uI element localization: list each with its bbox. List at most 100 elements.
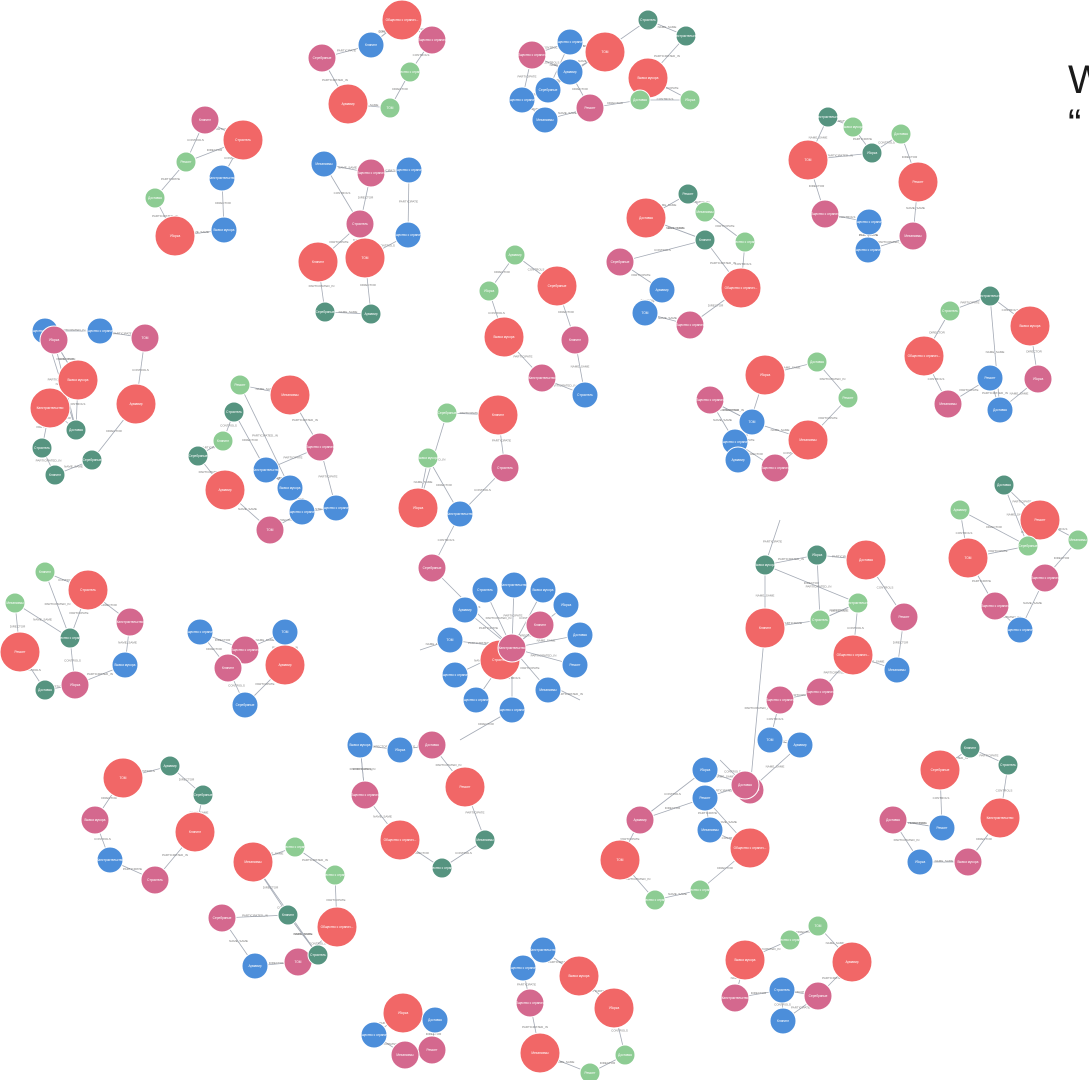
node-circle[interactable] [525,610,555,640]
graph-node[interactable]: Клининг [34,561,56,583]
node-circle[interactable] [720,267,762,309]
graph-node[interactable]: Механизмы [474,829,496,851]
graph-node[interactable]: Доставка [986,396,1014,424]
node-circle[interactable] [277,904,299,926]
node-circle[interactable] [390,1040,420,1070]
graph-node[interactable]: Общество с огранич... [516,40,549,70]
node-circle[interactable] [734,231,756,253]
node-circle[interactable] [397,487,439,529]
node-circle[interactable] [903,335,945,377]
node-circle[interactable] [519,1032,561,1074]
node-circle[interactable] [417,25,447,55]
graph-node[interactable]: Доставка [993,474,1015,496]
node-circle[interactable] [696,816,724,844]
node-circle[interactable] [444,766,486,808]
graph-node[interactable]: Капстроительство [673,25,700,47]
graph-node[interactable]: Общество с огранич... [507,954,540,982]
graph-node[interactable]: Капстроительство [208,164,236,192]
graph-node[interactable]: Вывоз мусора [842,116,864,138]
node-circle[interactable] [57,359,99,401]
node-circle[interactable] [222,119,264,161]
node-circle[interactable] [1030,563,1060,593]
graph-node[interactable]: Уборка [39,325,69,355]
node-circle[interactable] [509,954,537,982]
graph-node[interactable]: Общество с огранич... [379,819,421,861]
node-circle[interactable] [677,183,699,205]
node-circle[interactable] [979,285,1001,307]
node-circle[interactable] [1009,305,1051,347]
graph-node[interactable]: Общество с огранич... [279,836,312,858]
node-circle[interactable] [111,651,139,679]
node-circle[interactable] [933,389,963,419]
graph-node[interactable]: ТОМ [102,757,144,799]
node-circle[interactable] [102,757,144,799]
node-circle[interactable] [471,576,499,604]
graph-node[interactable]: Общество с огранич... [349,780,382,810]
node-circle[interactable] [39,325,69,355]
node-circle[interactable] [593,987,635,1029]
graph-node[interactable]: Общество с огранич... [853,208,886,236]
node-circle[interactable] [614,1044,636,1066]
node-circle[interactable] [842,116,864,138]
node-circle[interactable] [556,58,584,86]
node-circle[interactable] [395,156,423,184]
node-circle[interactable] [360,1021,388,1049]
node-circle[interactable] [208,164,236,192]
graph-node[interactable]: Ремонт [417,1035,447,1065]
node-circle[interactable] [949,499,971,521]
graph-node[interactable]: Механизмы [898,221,928,251]
graph-node[interactable]: Клининг [477,394,519,436]
graph-node[interactable]: Вывоз мусора [417,447,439,469]
node-circle[interactable] [779,929,801,951]
node-circle[interactable] [154,215,196,257]
graph-node[interactable]: Уборка [861,142,883,164]
node-circle[interactable] [691,756,719,784]
graph-node[interactable]: Капстроительство [500,571,528,599]
node-circle[interactable] [724,939,766,981]
node-circle[interactable] [566,621,594,649]
node-circle[interactable] [175,151,197,173]
node-circle[interactable] [631,299,659,327]
graph-node[interactable]: Клининг [560,325,590,355]
graph-node[interactable]: ТОМ [283,947,313,977]
node-circle[interactable] [276,474,304,502]
node-circle[interactable] [561,651,589,679]
node-circle[interactable] [787,139,829,181]
node-circle[interactable] [381,0,423,41]
node-circle[interactable] [344,237,386,279]
node-circle[interactable] [691,784,719,812]
node-circle[interactable] [399,61,421,83]
graph-node[interactable]: Вывоз мусора [724,939,766,981]
node-circle[interactable] [346,731,374,759]
node-circle[interactable] [223,401,245,423]
graph-node[interactable]: Доставка [614,1044,636,1066]
node-circle[interactable] [204,469,246,511]
graph-node[interactable]: Общество с огранич... [903,335,945,377]
node-circle[interactable] [386,736,414,764]
graph-node[interactable]: Доставка [890,123,912,145]
graph-node[interactable]: Строитель [140,865,170,895]
node-circle[interactable] [928,814,956,842]
node-circle[interactable] [534,76,562,104]
node-circle[interactable] [264,644,306,686]
graph-node[interactable]: Ремонт [0,631,41,673]
graph-node[interactable]: Вывоз мусора [276,474,304,502]
graph-node[interactable]: Общество с огранич... [358,1021,391,1049]
node-circle[interactable] [832,634,874,676]
graph-node[interactable]: Вывоз мусора [529,576,557,604]
node-circle[interactable] [637,9,659,31]
node-circle[interactable] [980,591,1010,621]
node-circle[interactable] [190,105,220,135]
node-circle[interactable] [207,903,237,933]
graph-node[interactable]: Капстроительство [115,607,145,637]
node-circle[interactable] [65,419,87,441]
node-circle[interactable] [1067,529,1089,551]
node-circle[interactable] [534,676,562,704]
graph-node[interactable]: Общество с огранич... [1029,563,1062,593]
node-circle[interactable] [324,864,346,886]
graph-node[interactable]: Строитель [471,576,499,604]
graph-node[interactable]: Общество с огранич... [439,661,472,689]
graph-node[interactable]: ТОМ [271,618,299,646]
node-circle[interactable] [744,607,786,649]
